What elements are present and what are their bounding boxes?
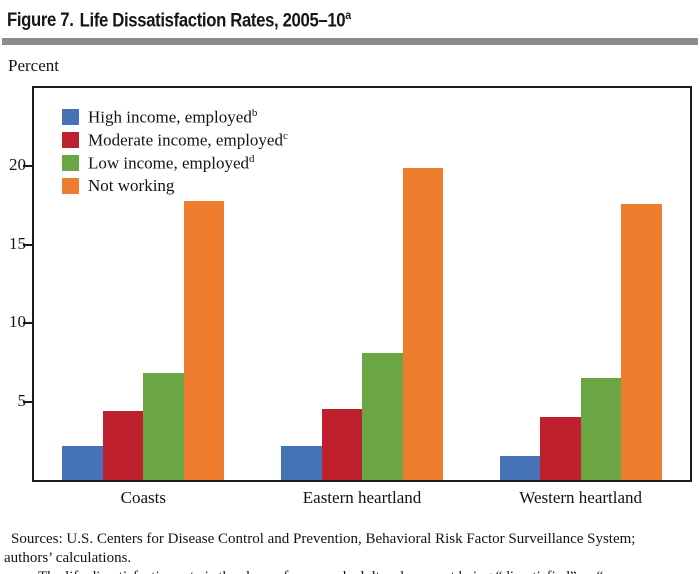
legend: High income, employedb Moderate income, e… bbox=[62, 106, 288, 198]
figure-title-row: Figure 7. Life Dissatisfaction Rates, 200… bbox=[7, 8, 351, 32]
legend-label: Moderate income, employedc bbox=[88, 129, 288, 150]
legend-swatch bbox=[62, 155, 79, 171]
bar-high-income-employed-western-heartland bbox=[499, 456, 541, 480]
legend-label: Not working bbox=[88, 176, 175, 195]
legend-swatch bbox=[62, 178, 79, 194]
legend-swatch bbox=[62, 132, 79, 148]
x-axis-label: Coasts bbox=[120, 488, 166, 507]
figure-title: Life Dissatisfaction Rates, 2005–10 bbox=[79, 10, 346, 32]
y-tick-mark bbox=[23, 322, 32, 325]
footnote-note-partial: The life dissatisfaction rate is the sha… bbox=[4, 569, 698, 574]
bar-moderate-income-employed-coasts bbox=[102, 411, 144, 480]
y-tick-label: 20 bbox=[9, 155, 26, 175]
title-divider-rule bbox=[2, 38, 698, 45]
legend-label-superscript: d bbox=[249, 152, 255, 165]
y-tick-label: 10 bbox=[9, 312, 26, 332]
legend-label: Low income, employedd bbox=[88, 152, 255, 173]
legend-item: Low income, employedd bbox=[62, 152, 288, 174]
y-tick-mark bbox=[23, 243, 32, 246]
bar-low-income-employed-eastern-heartland bbox=[362, 353, 403, 480]
x-axis-label: Eastern heartland bbox=[302, 488, 422, 507]
figure-title-superscript: a bbox=[345, 8, 351, 22]
legend-swatch bbox=[62, 109, 79, 125]
legend-label: High income, employedb bbox=[88, 106, 258, 127]
figure-label: Figure 7. bbox=[7, 10, 74, 32]
legend-item: Moderate income, employedc bbox=[62, 129, 288, 151]
bar-not-working-coasts bbox=[183, 200, 225, 480]
bar-high-income-employed-coasts bbox=[62, 445, 103, 480]
bar-chart: High income, employedb Moderate income, e… bbox=[0, 86, 700, 522]
y-tick-label: 15 bbox=[9, 233, 26, 253]
plot-area: High income, employedb Moderate income, e… bbox=[32, 86, 692, 482]
legend-item: High income, employedb bbox=[62, 106, 288, 128]
bar-low-income-employed-coasts bbox=[143, 373, 184, 480]
legend-label-superscript: b bbox=[251, 106, 258, 119]
legend-label-superscript: c bbox=[282, 129, 288, 142]
bar-high-income-employed-eastern-heartland bbox=[281, 445, 322, 480]
bar-low-income-employed-western-heartland bbox=[580, 378, 622, 480]
footnote-sources-line1: Sources: U.S. Centers for Disease Contro… bbox=[11, 531, 636, 547]
footnote-sources-line2: authors’ calculations. bbox=[4, 550, 132, 566]
bar-not-working-western-heartland bbox=[621, 204, 662, 480]
bar-not-working-eastern-heartland bbox=[402, 167, 443, 480]
bar-moderate-income-employed-western-heartland bbox=[540, 417, 581, 480]
y-tick-mark bbox=[23, 165, 32, 168]
x-axis-label: Western heartland bbox=[519, 488, 643, 507]
bar-moderate-income-employed-eastern-heartland bbox=[321, 409, 362, 480]
y-tick-label: 5 bbox=[17, 390, 27, 410]
y-tick-mark bbox=[23, 400, 32, 403]
y-axis-unit-label: Percent bbox=[8, 56, 59, 75]
legend-item: Not working bbox=[62, 175, 288, 197]
